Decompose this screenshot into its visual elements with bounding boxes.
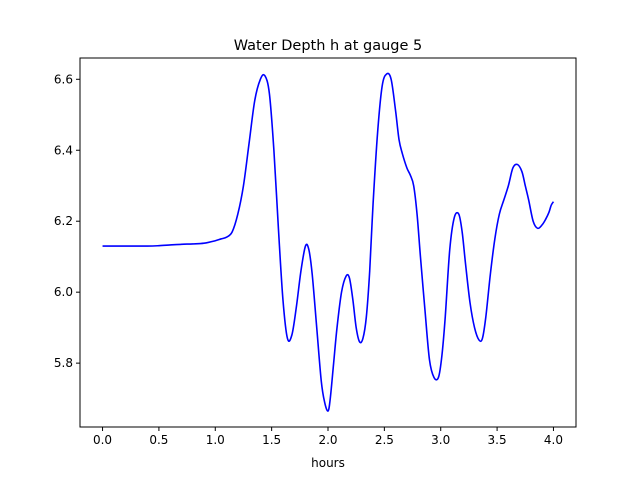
series-line — [102, 72, 555, 412]
x-tick-label: 3.5 — [488, 433, 507, 447]
y-tick-label: 6.2 — [54, 214, 73, 228]
x-tick-label: 4.0 — [544, 433, 563, 447]
x-axis-label: hours — [311, 456, 345, 470]
series-layer — [102, 72, 555, 412]
x-tick-label: 2.5 — [375, 433, 394, 447]
x-tick-label: 2.0 — [318, 433, 337, 447]
x-tick-label: 0.5 — [149, 433, 168, 447]
x-tick-label: 3.0 — [431, 433, 450, 447]
y-axis: 5.8 6.0 6.2 6.4 6.6 — [54, 72, 80, 370]
x-tick-label: 1.5 — [262, 433, 281, 447]
x-tick-label: 0.0 — [93, 433, 112, 447]
y-tick-label: 6.6 — [54, 72, 73, 86]
x-tick-label: 1.0 — [206, 433, 225, 447]
y-tick-label: 6.4 — [54, 143, 73, 157]
x-axis: 0.0 0.5 1.0 1.5 2.0 2.5 3.0 3.5 4.0 — [93, 427, 563, 447]
y-tick-label: 5.8 — [54, 356, 73, 370]
chart-title: Water Depth h at gauge 5 — [234, 38, 422, 54]
y-tick-label: 6.0 — [54, 285, 73, 299]
